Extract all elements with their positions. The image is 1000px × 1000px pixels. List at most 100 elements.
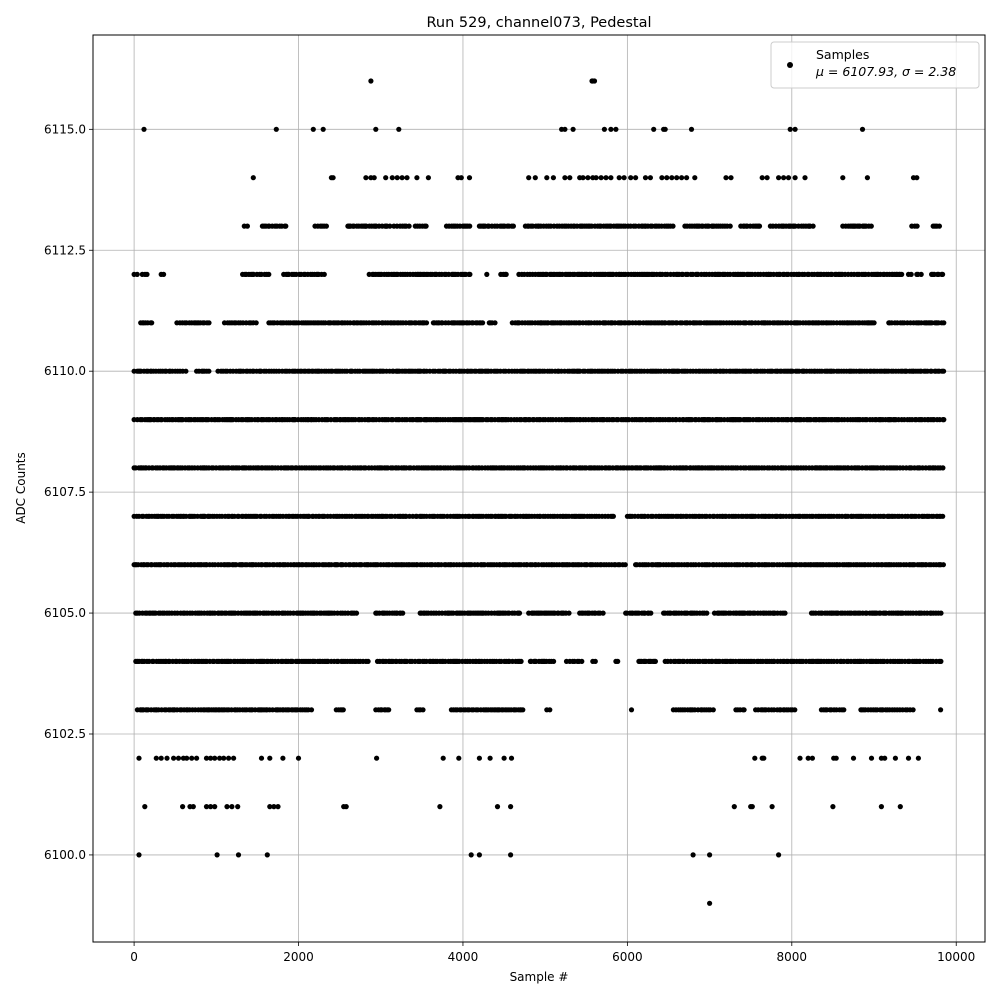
data-point — [591, 78, 598, 84]
plot-frame — [92, 34, 986, 943]
data-point — [940, 513, 946, 519]
data-point — [593, 175, 599, 181]
data-point — [231, 755, 237, 761]
data-point — [679, 175, 685, 181]
data-point — [670, 223, 676, 229]
data-point — [704, 610, 710, 616]
data-point — [938, 610, 944, 616]
data-point — [833, 755, 839, 761]
data-point — [373, 126, 379, 132]
data-point — [161, 271, 167, 277]
data-point — [212, 804, 218, 810]
data-point — [476, 852, 482, 858]
data-point — [149, 320, 155, 326]
data-point — [810, 223, 816, 229]
data-point — [562, 126, 568, 132]
data-point — [153, 755, 159, 761]
data-point — [710, 707, 716, 713]
data-point — [769, 804, 775, 810]
data-point — [759, 175, 765, 181]
data-point — [283, 223, 289, 229]
data-point — [414, 175, 420, 181]
data-point — [550, 175, 557, 181]
data-point — [280, 755, 286, 761]
data-point — [503, 271, 509, 277]
data-point — [423, 320, 430, 326]
data-point — [562, 175, 568, 181]
data-point — [141, 126, 147, 132]
data-points — [131, 78, 947, 906]
data-point — [456, 755, 462, 761]
data-point — [266, 271, 272, 277]
data-point — [749, 804, 755, 810]
data-point — [878, 804, 885, 810]
data-point — [394, 175, 400, 181]
data-point — [275, 804, 281, 810]
legend-marker — [787, 62, 793, 68]
data-point — [651, 126, 657, 132]
data-point — [343, 804, 349, 810]
data-point — [915, 755, 922, 761]
legend-series-name: Samples — [816, 47, 869, 62]
data-point — [190, 804, 196, 810]
data-point — [570, 126, 576, 132]
data-point — [707, 852, 713, 858]
data-point — [664, 175, 670, 181]
data-point — [400, 610, 406, 616]
data-point — [585, 175, 591, 181]
data-point — [899, 271, 905, 277]
data-point — [250, 175, 256, 181]
data-point — [180, 804, 186, 810]
data-point — [321, 271, 327, 277]
x-tick-label: 10000 — [937, 950, 975, 964]
data-point — [615, 658, 621, 665]
data-point — [508, 852, 514, 858]
data-point — [399, 175, 405, 181]
data-point — [206, 320, 212, 326]
data-point — [171, 755, 177, 761]
data-point — [692, 175, 698, 181]
data-point — [648, 610, 654, 616]
data-point — [476, 755, 482, 761]
data-point — [910, 707, 916, 713]
data-point — [253, 320, 259, 326]
data-point — [690, 852, 696, 858]
data-point — [792, 707, 798, 713]
data-point — [897, 804, 903, 810]
data-point — [792, 126, 798, 132]
data-point — [723, 175, 729, 181]
data-point — [203, 755, 210, 761]
data-point — [551, 658, 557, 665]
data-point — [544, 175, 550, 181]
data-point — [688, 126, 695, 132]
data-point — [566, 610, 572, 616]
data-point — [492, 320, 498, 326]
data-point — [731, 804, 737, 810]
data-point — [158, 755, 164, 761]
data-point — [387, 223, 393, 229]
data-point — [437, 804, 443, 810]
data-point — [622, 562, 628, 568]
data-point — [487, 755, 493, 761]
legend: Samples μ = 6107.93, σ = 2.38 — [770, 41, 980, 89]
data-point — [579, 658, 585, 665]
data-point — [142, 804, 148, 810]
x-tick-label: 2000 — [283, 950, 314, 964]
y-tick-label: 6112.5 — [44, 243, 86, 257]
data-point — [761, 755, 767, 761]
data-point — [608, 175, 614, 181]
data-point — [440, 755, 446, 761]
data-point — [386, 707, 392, 713]
data-point — [208, 804, 214, 810]
data-point — [850, 755, 857, 761]
data-point — [467, 271, 473, 277]
data-point — [669, 175, 675, 181]
data-point — [601, 126, 608, 132]
data-point — [244, 223, 250, 229]
data-point — [206, 368, 212, 374]
data-point — [425, 175, 431, 181]
data-point — [776, 175, 782, 181]
data-point — [374, 755, 380, 761]
data-point — [613, 126, 619, 132]
data-point — [938, 658, 944, 665]
